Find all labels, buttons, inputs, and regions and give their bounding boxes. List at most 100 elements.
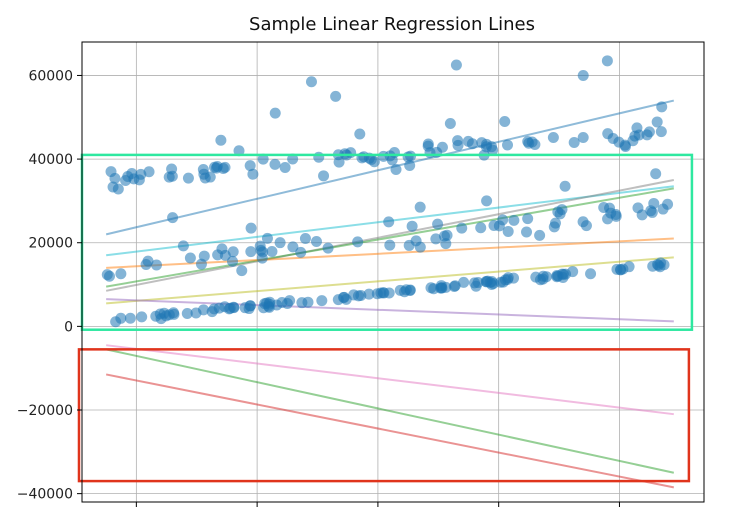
scatter-point-244 (105, 166, 117, 178)
regression-line-6 (106, 298, 674, 323)
scatter-point-279 (559, 180, 571, 192)
scatter-point-66 (239, 302, 251, 314)
scatter-point-153 (456, 222, 468, 234)
scatter-point-276 (318, 170, 330, 182)
scatter-point-156 (177, 240, 189, 252)
scatter-point-171 (227, 246, 239, 258)
scatter-point-85 (352, 290, 364, 302)
regression-line-9 (106, 344, 674, 416)
scatter-point-275 (656, 101, 668, 113)
scatter-point-157 (245, 246, 257, 258)
scatter-point-72 (540, 271, 552, 283)
scatter-point-97 (110, 316, 122, 328)
scatter-point-95 (213, 302, 225, 314)
scatter-point-28 (332, 294, 344, 306)
scatter-point-238 (209, 161, 221, 173)
scatter-point-86 (458, 276, 470, 288)
scatter-point-218 (112, 183, 124, 195)
scatter-point-262 (257, 153, 269, 165)
scatter-point-284 (414, 201, 426, 213)
scatter-point-260 (215, 134, 227, 146)
scatter-point-119 (352, 236, 364, 248)
scatter-point-49 (363, 288, 375, 300)
scatter-point-280 (650, 168, 662, 180)
scatter-points (101, 55, 674, 328)
scatter-point-201 (269, 158, 281, 170)
y-tick-label-0: −40000 (17, 487, 73, 503)
y-tick-label-1: −20000 (17, 403, 73, 419)
scatter-point-89 (470, 280, 482, 292)
scatter-point-267 (402, 151, 414, 163)
scatter-point-55 (198, 304, 210, 316)
scatter-point-151 (648, 197, 660, 209)
y-tick-label-5: 60000 (28, 68, 73, 84)
scatter-point-64 (499, 274, 511, 286)
scatter-point-178 (322, 242, 334, 254)
plot-frame (81, 41, 705, 503)
scatter-point-259 (358, 151, 370, 163)
grid-lines (82, 42, 704, 502)
scatter-point-277 (390, 164, 402, 176)
scatter-point-253 (247, 168, 259, 180)
scatter-point-123 (310, 236, 322, 248)
y-tick-label-2: 0 (64, 319, 73, 335)
scatter-point-233 (126, 167, 138, 179)
scatter-point-221 (204, 171, 216, 183)
scatter-point-164 (577, 216, 589, 228)
scatter-point-272 (577, 69, 589, 81)
scatter-point-154 (610, 210, 622, 222)
scatter-point-170 (636, 209, 648, 221)
regression-line-5 (106, 256, 674, 305)
scatter-point-144 (287, 241, 299, 253)
scatter-point-258 (502, 139, 514, 151)
scatter-point-90 (435, 282, 447, 294)
scatter-point-134 (184, 252, 196, 264)
highlight-box-1 (77, 348, 691, 483)
scatter-point-269 (450, 59, 462, 71)
scatter-point-179 (115, 268, 127, 280)
scatter-point-104 (404, 285, 416, 297)
scatter-point-239 (452, 139, 464, 151)
scatter-point-137 (261, 232, 273, 244)
scatter-point-159 (150, 259, 162, 271)
scatter-point-147 (198, 250, 210, 262)
regression-line-0 (105, 99, 675, 236)
scatter-point-121 (430, 233, 442, 245)
scatter-point-146 (383, 216, 395, 228)
scatter-point-141 (502, 225, 514, 237)
scatter-point-67 (136, 311, 148, 323)
scatter-point-39 (296, 297, 308, 309)
scatter-point-194 (404, 159, 416, 171)
scatter-point-98 (340, 293, 352, 305)
scatter-point-111 (266, 246, 278, 258)
scatter-point-229 (422, 138, 434, 150)
scatter-point-96 (223, 303, 235, 315)
axes (81, 41, 705, 503)
scatter-point-168 (549, 217, 561, 229)
scatter-point-227 (386, 154, 398, 166)
regression-line-2 (105, 179, 674, 292)
scatter-point-177 (257, 246, 269, 258)
scatter-point-263 (269, 107, 281, 119)
scatter-point-78 (585, 268, 597, 280)
scatter-point-181 (244, 160, 256, 172)
scatter-point-175 (101, 269, 113, 281)
scatter-point-240 (135, 168, 147, 180)
scatter-point-245 (378, 150, 390, 162)
scatter-point-274 (619, 141, 631, 153)
scatter-point-87 (316, 295, 328, 307)
y-tick-label-3: 20000 (28, 236, 73, 252)
scatter-point-106 (181, 308, 193, 320)
scatter-point-273 (601, 55, 613, 67)
scatter-point-264 (305, 76, 317, 88)
scatter-point-236 (431, 146, 443, 158)
scatter-point-92 (160, 310, 172, 322)
scatter-point-266 (354, 128, 366, 140)
scatter-point-129 (274, 237, 286, 249)
scatter-point-139 (534, 229, 546, 241)
scatter-point-94 (486, 279, 498, 291)
scatter-point-118 (521, 226, 533, 238)
scatter-point-109 (567, 266, 579, 278)
scatter-point-176 (410, 235, 422, 247)
